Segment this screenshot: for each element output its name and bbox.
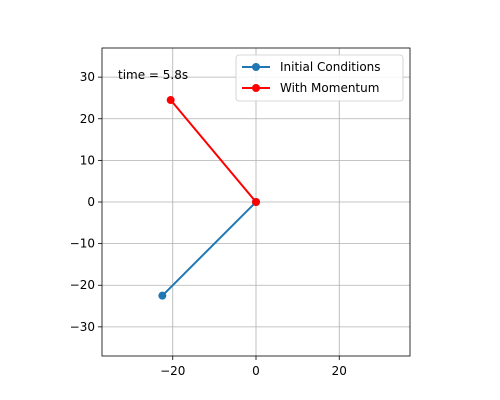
y-tick-label: −20 (70, 278, 95, 292)
legend: Initial Conditions With Momentum (235, 54, 404, 102)
y-tick-label: 0 (87, 195, 95, 209)
legend-box (235, 54, 404, 102)
x-axis-ticks: −20 0 20 (160, 356, 347, 378)
x-tick-label: 20 (332, 364, 347, 378)
legend-label: With Momentum (280, 81, 379, 95)
y-axis-ticks: −30 −20 −10 0 10 20 30 (70, 70, 102, 334)
time-annotation: time = 5.8s (118, 68, 188, 82)
y-tick-label: 20 (80, 112, 95, 126)
y-tick-label: 10 (80, 153, 95, 167)
x-tick-label: −20 (160, 364, 185, 378)
series-line-1 (169, 99, 257, 203)
series-lines (161, 99, 257, 297)
legend-marker (252, 63, 260, 71)
legend-label: Initial Conditions (280, 60, 381, 74)
y-tick-label: −10 (70, 237, 95, 251)
series-point-1 (252, 198, 260, 206)
series-line-0 (161, 201, 257, 297)
legend-marker (252, 84, 260, 92)
series-point-0 (158, 291, 167, 300)
series-points (158, 96, 260, 300)
y-tick-label: 30 (80, 70, 95, 84)
series-point-1 (166, 96, 175, 105)
x-tick-label: 0 (252, 364, 260, 378)
y-tick-label: −30 (70, 320, 95, 334)
